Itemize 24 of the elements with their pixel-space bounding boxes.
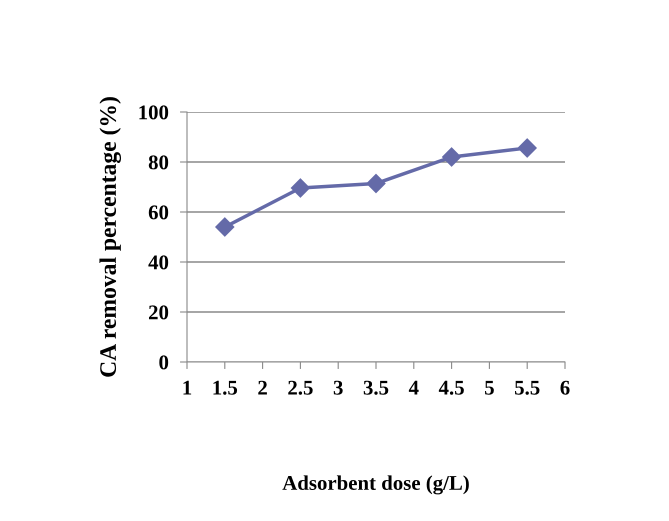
x-tick-label: 2.5	[288, 380, 313, 395]
x-tick-label: 3	[334, 380, 343, 395]
x-tick-label: 4.5	[438, 380, 464, 395]
point	[290, 178, 310, 198]
x-tick-label: 4	[408, 380, 419, 395]
y-tick-label: 20	[148, 305, 168, 320]
x-tick-label: 6	[560, 380, 570, 395]
y-tick-label: 100	[139, 105, 168, 120]
y-tick-label: 40	[148, 255, 168, 270]
point	[366, 174, 386, 194]
y-tick-label: 0	[159, 355, 168, 370]
y-axis-title: CA removal percentage (%)	[99, 97, 122, 377]
x-axis-title: Adsorbent dose (g/L)	[282, 475, 469, 494]
y-tick-label: 80	[148, 155, 168, 170]
x-tick-label: 5.5	[515, 380, 540, 395]
x-tick-label: 1.5	[213, 380, 238, 395]
point	[518, 138, 537, 158]
y-tick-label: 60	[148, 205, 168, 220]
x-tick-label: 5	[485, 380, 494, 395]
x-tick-label: 1	[183, 380, 192, 395]
x-tick-label: 3.5	[364, 380, 388, 395]
point	[442, 147, 462, 167]
point	[215, 217, 234, 237]
x-tick-label: 2	[258, 380, 267, 395]
